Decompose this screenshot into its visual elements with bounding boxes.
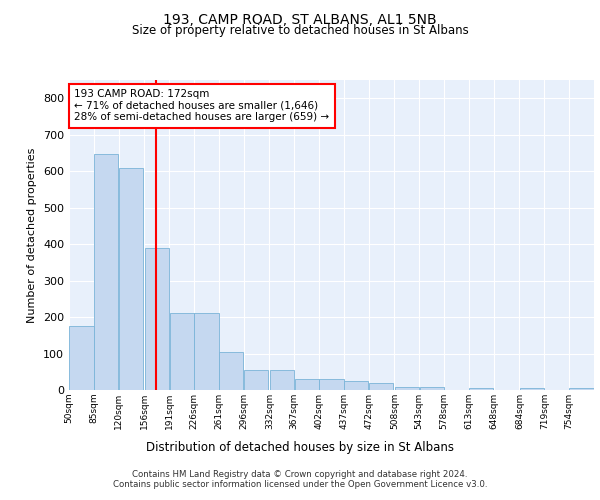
Bar — [269, 370, 294, 390]
Bar — [244, 370, 268, 390]
Bar — [94, 154, 118, 390]
Bar — [295, 379, 319, 390]
Text: 193, CAMP ROAD, ST ALBANS, AL1 5NB: 193, CAMP ROAD, ST ALBANS, AL1 5NB — [163, 12, 437, 26]
Bar — [419, 387, 444, 390]
Bar — [369, 382, 394, 390]
Text: Size of property relative to detached houses in St Albans: Size of property relative to detached ho… — [131, 24, 469, 37]
Bar — [569, 388, 593, 390]
Bar — [520, 388, 544, 390]
Bar — [145, 248, 169, 390]
Bar — [119, 168, 143, 390]
Bar — [469, 388, 493, 390]
Bar — [395, 387, 419, 390]
Y-axis label: Number of detached properties: Number of detached properties — [28, 148, 37, 322]
Bar — [194, 314, 218, 390]
Text: Distribution of detached houses by size in St Albans: Distribution of detached houses by size … — [146, 441, 454, 454]
Bar — [344, 381, 368, 390]
Bar — [70, 326, 94, 390]
Bar — [170, 314, 194, 390]
Text: 193 CAMP ROAD: 172sqm
← 71% of detached houses are smaller (1,646)
28% of semi-d: 193 CAMP ROAD: 172sqm ← 71% of detached … — [74, 90, 329, 122]
Bar — [319, 379, 344, 390]
Bar — [219, 352, 244, 390]
Text: Contains HM Land Registry data © Crown copyright and database right 2024.
Contai: Contains HM Land Registry data © Crown c… — [113, 470, 487, 489]
